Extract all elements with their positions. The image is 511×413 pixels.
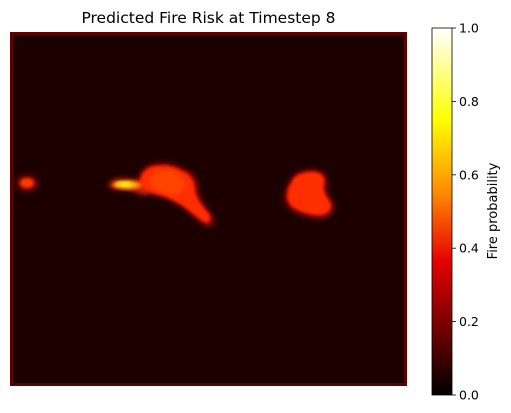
colorbar: 0.0 0.2 0.4 0.6 0.8 1.0 Fire probability xyxy=(431,21,501,403)
hotspot-central-streak xyxy=(108,178,150,195)
colorbar-tick-label: 0.2 xyxy=(459,314,479,329)
colorbar-tick-label: 0.4 xyxy=(459,241,479,256)
colorbar-tick-label: 1.0 xyxy=(459,21,479,36)
colorbar-tick-label: 0.0 xyxy=(459,388,479,403)
hotspot-central-plume xyxy=(138,163,214,227)
colorbar-label: Fire probability xyxy=(486,162,501,259)
hotspot-left-edge xyxy=(16,175,38,191)
heatmap xyxy=(10,32,407,386)
colorbar-tick-label: 0.6 xyxy=(459,167,479,182)
colorbar-gradient xyxy=(431,27,453,396)
hotspot-right-cluster xyxy=(284,170,334,218)
colorbar-ticks: 0.0 0.2 0.4 0.6 0.8 1.0 xyxy=(452,21,479,403)
heatmap-background xyxy=(13,35,404,383)
chart-title: Predicted Fire Risk at Timestep 8 xyxy=(81,9,335,27)
colorbar-tick-label: 0.8 xyxy=(459,94,479,109)
